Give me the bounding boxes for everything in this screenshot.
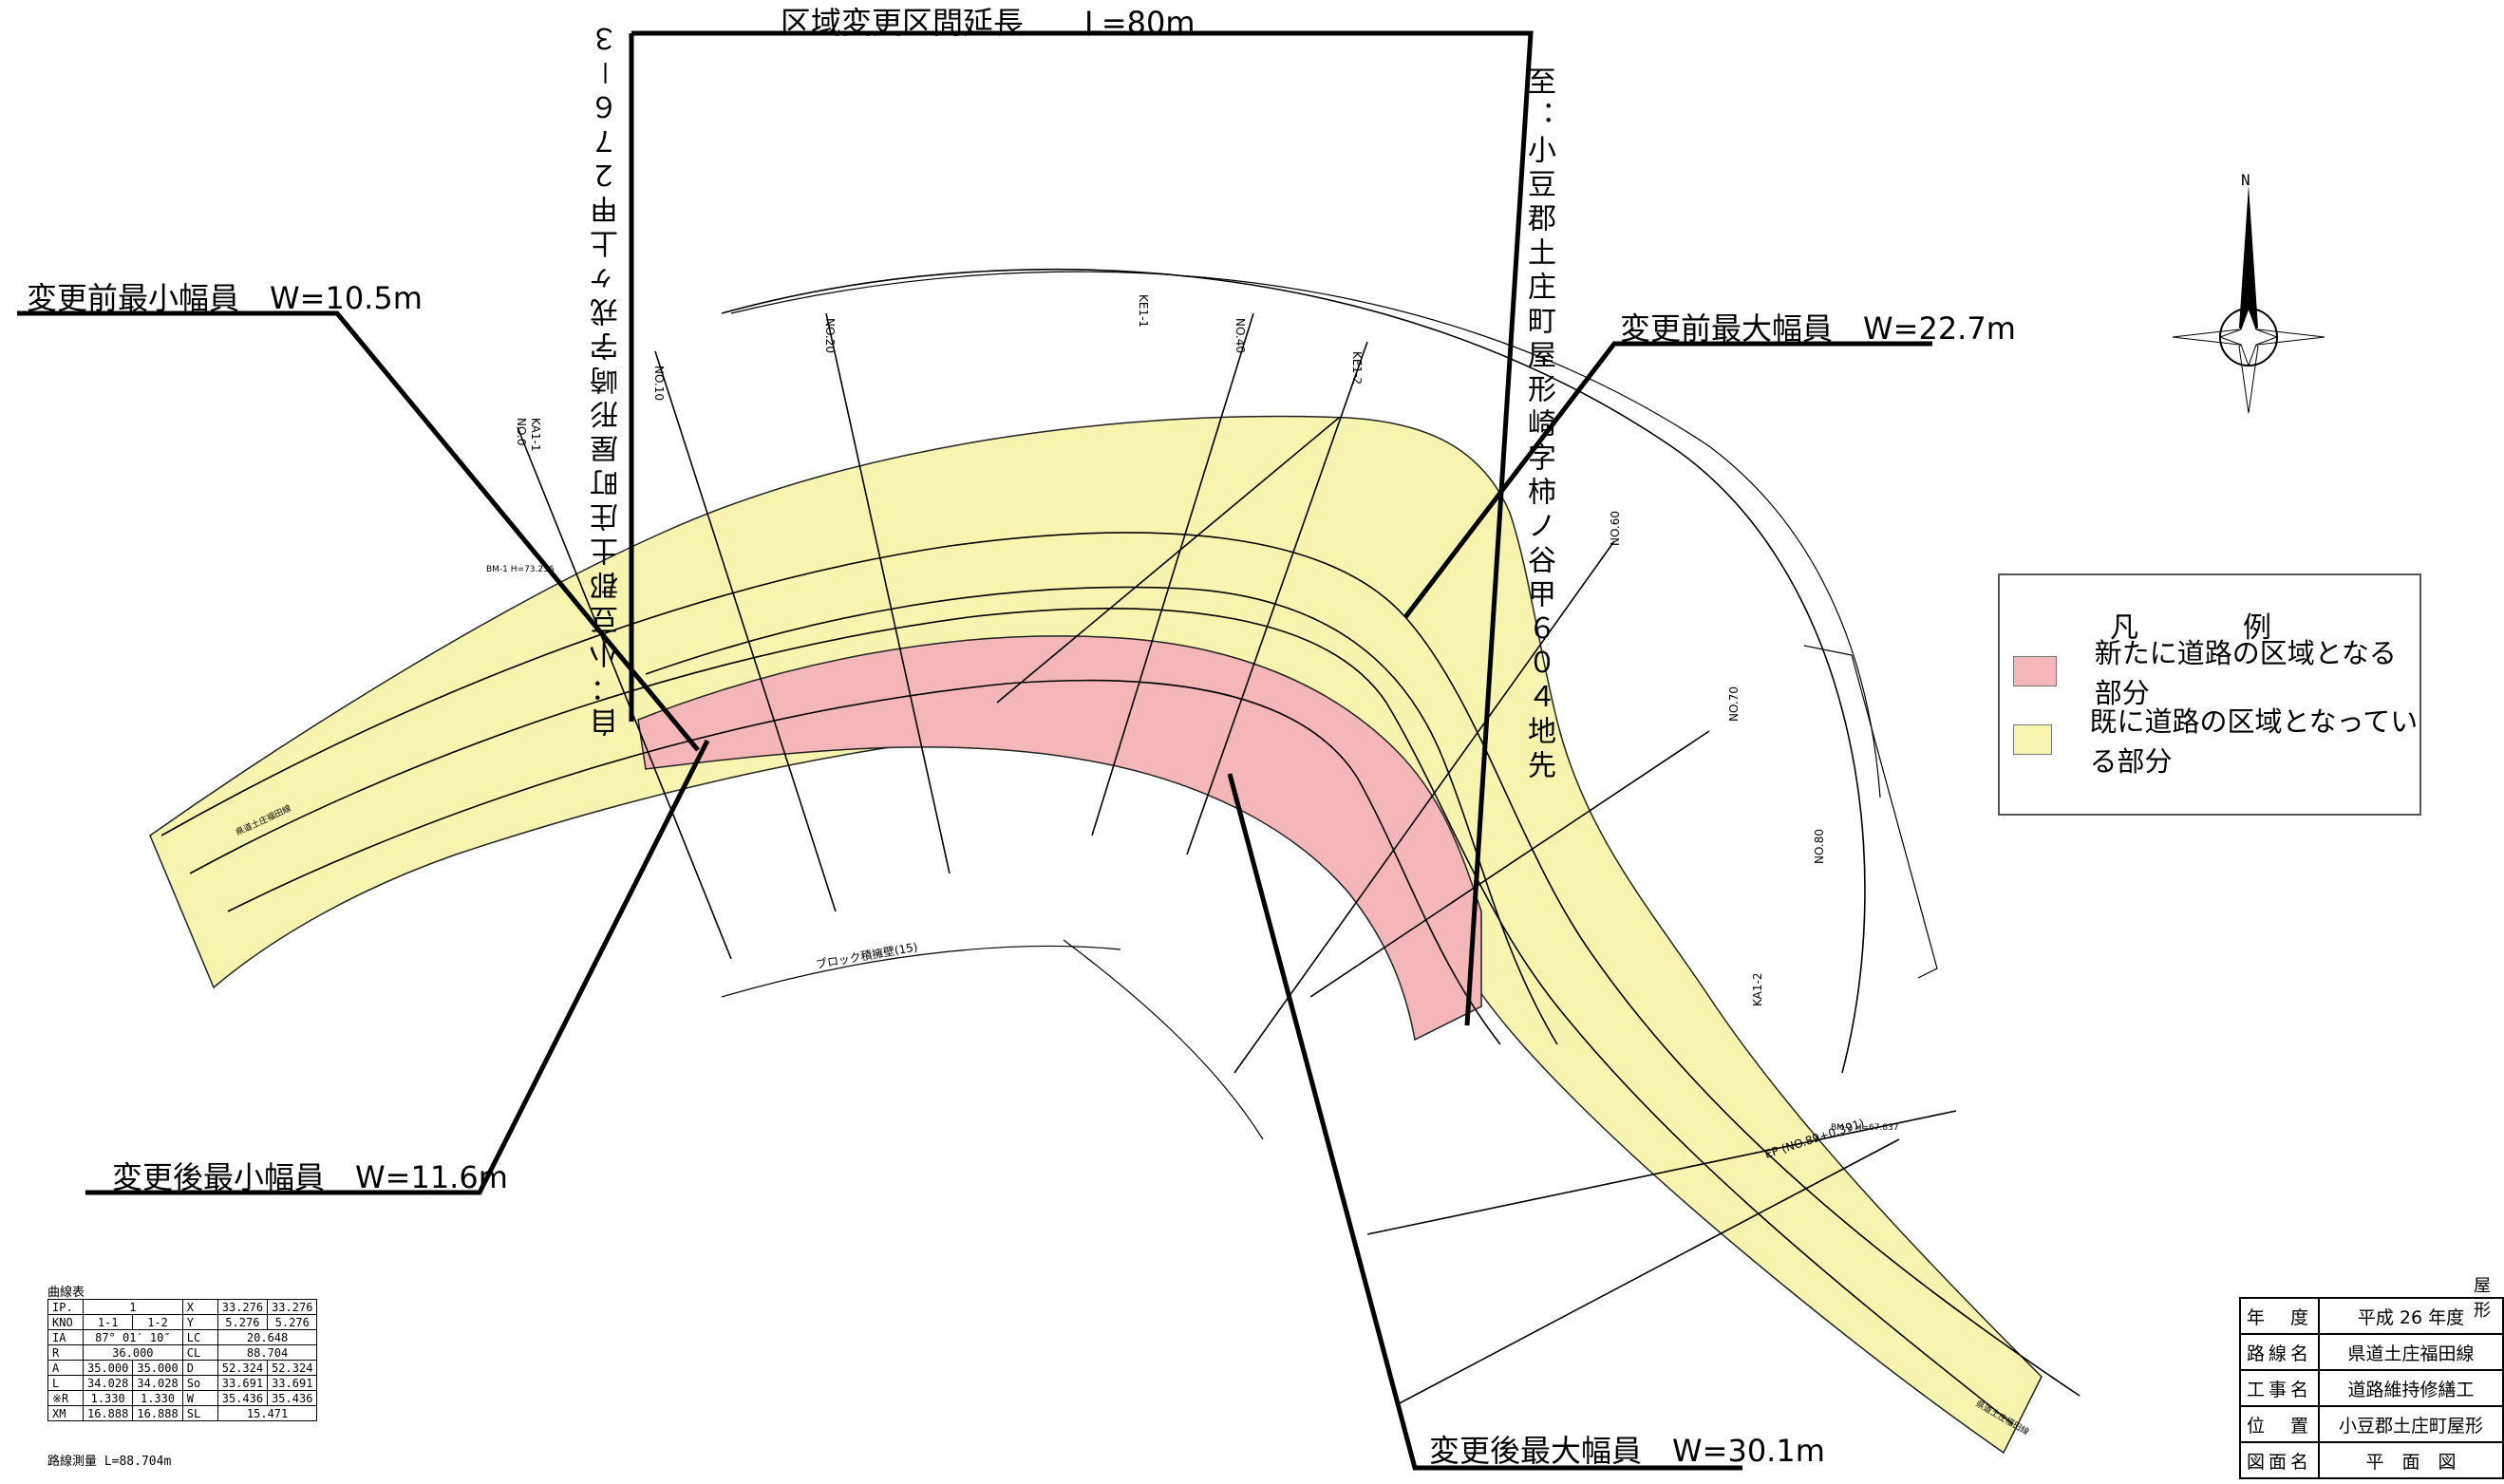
label-ke1-2: KE1-2 [1350, 351, 1364, 385]
legend-label-existing: 既に道路の区域となっている部分 [2089, 705, 2419, 778]
table-row: 図面名平 面 図 [2238, 1441, 2504, 1479]
table-row: A 35.000 35.000 D 52.324 52.324 [47, 1360, 318, 1376]
label-no70: NO.70 [1727, 686, 1741, 722]
from-location-label: 自：小豆郡土庄町屋形崎字戎ヶ上甲２７６－３ [591, 19, 624, 737]
after-max-width-label: 変更後最大幅員 W=30.1m [1429, 1433, 1825, 1469]
label-no10: NO.10 [652, 366, 666, 401]
new-road-area [637, 635, 1482, 1042]
legend-item-new: 新たに道路の区域となる部分 [2013, 637, 2419, 709]
label-bm2: BM-2 H=67.837 [1831, 1123, 1899, 1133]
legend-item-existing: 既に道路の区域となっている部分 [2013, 705, 2419, 778]
legend-swatch-new [2013, 656, 2057, 686]
table-row: KNO 1-1 1-2 Y 5.276 5.276 [47, 1314, 318, 1330]
curve-table: IP. 1 X 33.276 33.276 KNO 1-1 1-2 Y 5.276 5.276 I… [47, 1299, 318, 1421]
compass-north-label: N [2241, 171, 2250, 189]
table-row: R 36.000 CL 88.704 [47, 1344, 318, 1361]
before-max-width-label: 変更前最大幅員 W=22.7m [1620, 310, 2016, 347]
label-no20: NO.20 [823, 318, 837, 353]
table-row: 路線名 県道土庄福田線 [2238, 1333, 2504, 1371]
table-row: IA 87° 01′ 10″ LC 20.648 [47, 1329, 318, 1345]
survey-note: 路線測量 L=88.704m [47, 1455, 172, 1469]
section-length-label: 区域変更区間延長 L=80m [781, 5, 1196, 41]
table-row: ※R 1.330 1.330 W 35.436 35.436 [47, 1390, 318, 1406]
label-ke1-1: KE1-1 [1137, 294, 1150, 328]
legend-title: 凡 例 [2110, 611, 2309, 645]
road-lines [160, 268, 2080, 1425]
before-min-width-label: 変更前最小幅員 W=10.5m [27, 280, 423, 316]
label-no40: NO.40 [1233, 318, 1247, 353]
legend-label-new: 新たに道路の区域となる部分 [2094, 637, 2397, 709]
curve-table-title: 曲線表 [47, 1286, 85, 1300]
legend-swatch-existing [2013, 724, 2052, 755]
structure-outlines [721, 271, 1938, 1140]
label-no60: NO.60 [1609, 511, 1622, 546]
title-block: 年 度平成 26 年度 路線名 県道土庄福田線 工事名 道路維持修繕工 位 置小豆郡… [2238, 1297, 2504, 1479]
station-lines [517, 312, 1957, 1406]
existing-road-area [149, 415, 2043, 1455]
leader-lines [17, 30, 1932, 1471]
table-row: L 34.028 34.028 So 33.691 33.691 [47, 1375, 318, 1391]
after-min-width-label: 変更後最小幅員 W=11.6m [112, 1159, 508, 1195]
to-location-label: 至：小豆郡土庄町屋形崎字柿ノ谷甲６０４地先 [1522, 66, 1555, 784]
label-block-wall: ブロック積擁壁(15) [815, 939, 919, 971]
legend: 凡 例 新たに道路の区域となる部分 既に道路の区域となっている部分 [1998, 573, 2421, 816]
table-row: 工事名 道路維持修繕工 [2238, 1369, 2504, 1407]
label-bm1: BM-1 H=73.236 [486, 565, 555, 574]
table-row: 位 置小豆郡土庄町屋形 [2238, 1405, 2504, 1443]
label-ka1-1: KA1-1 [529, 418, 542, 451]
table-row: IP. 1 X 33.276 33.276 [47, 1299, 318, 1315]
table-row: XM 16.888 16.888 SL 15.471 [47, 1405, 318, 1421]
compass-rose-icon [2172, 185, 2325, 414]
label-no0: NO.0 [515, 418, 528, 445]
table-row: 年 度平成 26 年度 [2238, 1297, 2504, 1335]
label-no80: NO.80 [1813, 829, 1826, 864]
label-ka1-2: KA1-2 [1751, 973, 1764, 1006]
